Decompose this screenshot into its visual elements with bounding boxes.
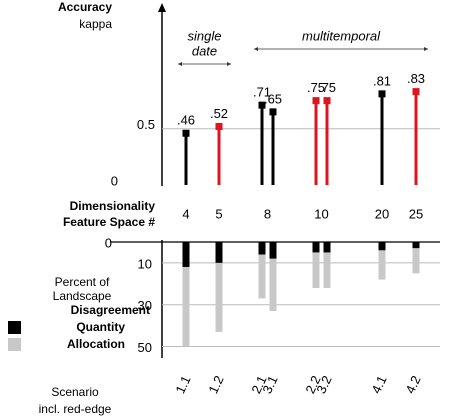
- bar-segment: [215, 262, 223, 332]
- legend-swatch: [8, 338, 21, 351]
- category-axis-title: Scenario: [51, 385, 99, 399]
- y-tick-label: 0: [105, 235, 112, 250]
- bar-segment: [378, 242, 386, 251]
- x-tick-label: 20: [375, 206, 389, 221]
- data-label: .75: [307, 80, 325, 95]
- axis-arrow: [158, 3, 166, 12]
- y-tick-label: 30: [138, 298, 152, 313]
- data-label: .65: [264, 91, 282, 106]
- data-label: .83: [407, 71, 425, 86]
- legend-title: Disagreement: [71, 303, 150, 317]
- x-tick-label: 8: [264, 206, 271, 221]
- data-label: .46: [177, 113, 195, 128]
- y-axis-title: Landscape: [53, 289, 112, 303]
- bar-segment: [312, 252, 320, 288]
- annotation: single: [188, 28, 222, 43]
- annotation: date: [192, 43, 217, 58]
- category-label: 3.2: [313, 373, 334, 396]
- category-label: 2.1: [248, 373, 269, 396]
- category-label: 4.2: [402, 373, 423, 396]
- data-label: .71: [253, 85, 271, 100]
- bar-segment: [412, 242, 420, 249]
- highlight-label: incl. red-edge: [39, 402, 112, 416]
- bar-segment: [182, 242, 190, 268]
- bar-segment: [269, 258, 277, 311]
- bar-segment: [323, 242, 331, 253]
- lollipop-head: [258, 101, 266, 109]
- x-tick-label: 25: [409, 206, 423, 221]
- x-tick-label: 4: [182, 206, 189, 221]
- lollipop-head: [412, 88, 420, 96]
- category-label: 3.1: [259, 373, 280, 396]
- x-tick-label: 5: [215, 206, 222, 221]
- x-axis-title: Feature Space #: [63, 215, 155, 229]
- bar-segment: [312, 242, 320, 253]
- legend-label: Allocation: [67, 337, 125, 351]
- lollipop-head: [182, 129, 190, 137]
- x-axis-title: Dimensionality: [70, 199, 156, 213]
- data-label: .75: [318, 80, 336, 95]
- bar-segment: [258, 254, 266, 299]
- y-axis-title: Accuracy: [58, 0, 112, 14]
- x-tick-label: 10: [314, 206, 328, 221]
- y-tick-label: 0.5: [137, 117, 155, 132]
- category-label: 4.1: [368, 373, 389, 396]
- category-label: 1.2: [205, 373, 226, 396]
- y-axis-subtitle: kappa: [79, 17, 112, 31]
- y-tick-label: 10: [138, 256, 152, 271]
- bar-segment: [258, 242, 266, 255]
- bar-segment: [269, 242, 277, 259]
- legend-swatch: [8, 321, 21, 334]
- y-tick-label: 50: [138, 340, 152, 355]
- y-tick-label: 0: [111, 173, 118, 188]
- bar-segment: [323, 252, 331, 288]
- legend-label: Quantity: [76, 320, 125, 334]
- lollipop-head: [312, 97, 320, 105]
- data-label: .81: [373, 73, 391, 88]
- y-axis-title: Percent of: [55, 275, 110, 289]
- data-label: .52: [210, 106, 228, 121]
- category-label: 2.2: [302, 373, 323, 396]
- lollipop-head: [215, 123, 223, 130]
- annotation: multitemporal: [302, 28, 381, 43]
- category-label: 1.1: [172, 373, 193, 396]
- lollipop-head: [323, 97, 331, 105]
- lollipop-head: [269, 108, 277, 116]
- bar-segment: [182, 267, 190, 347]
- bar-segment: [378, 250, 386, 280]
- bar-segment: [412, 248, 420, 274]
- bar-segment: [215, 242, 223, 263]
- lollipop-head: [378, 90, 386, 98]
